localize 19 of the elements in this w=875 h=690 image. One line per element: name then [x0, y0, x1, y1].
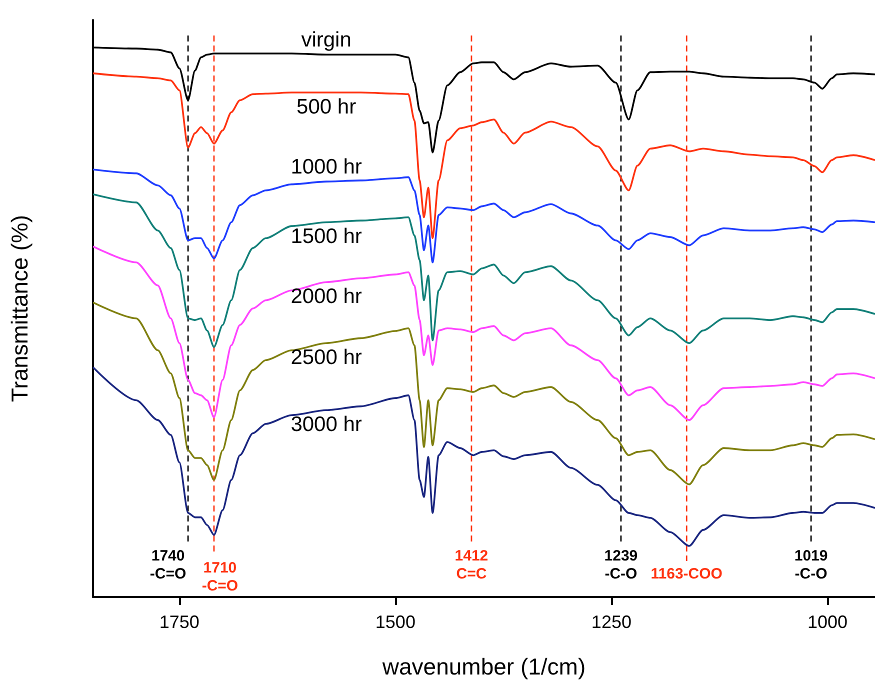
x-tick-label: 1500	[375, 612, 416, 632]
ref-line-label: 1710 -C=O	[202, 560, 238, 594]
ref-line-label: 1239 -C-O	[604, 548, 638, 582]
series-label: 2000 hr	[290, 285, 362, 308]
ref-line-label: 1412 C=C	[454, 548, 488, 582]
series-label: 1000 hr	[290, 156, 362, 179]
ref-line-label: 1740 -C=O	[150, 548, 187, 582]
series-label: 2500 hr	[290, 346, 362, 370]
x-tick-label: 1250	[591, 612, 632, 632]
ref-line-label: 1163-COO	[650, 566, 723, 582]
series-label: 1500 hr	[290, 225, 362, 248]
series-label: 500 hr	[296, 96, 356, 119]
ref-line-label: 1019 -C-O	[794, 548, 828, 582]
series-label: 3000 hr	[290, 413, 362, 436]
x-tick-label: 1750	[159, 612, 200, 632]
x-tick-label: 1000	[807, 612, 848, 632]
x-axis-title: wavenumber (1/cm)	[381, 654, 586, 680]
y-axis-title: Transmittance (%)	[6, 214, 32, 402]
series-label: virgin	[301, 28, 352, 52]
